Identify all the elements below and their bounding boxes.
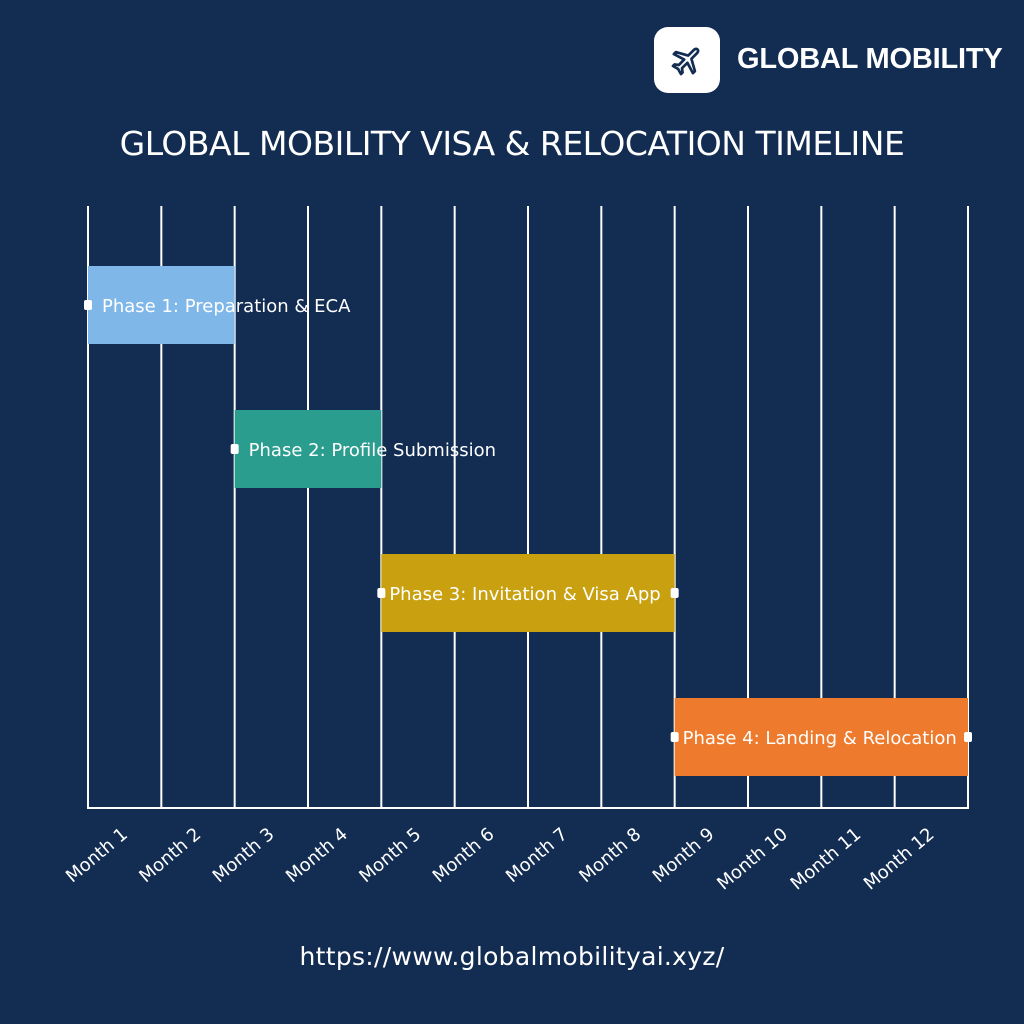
gantt-bar [234,410,382,488]
footer-url[interactable]: https://www.globalmobilityai.xyz/ [299,942,725,971]
bar-label: Phase 3: Invitation & Visa App [389,584,660,605]
x-tick-label: Month 8 [575,824,645,887]
x-tick-label: Month 9 [649,824,719,887]
bar-label: Phase 1: Preparation & ECA [102,296,351,317]
x-tick-label: Month 10 [713,824,792,895]
bar-label: Phase 2: Profile Submission [249,440,496,461]
bar-start-marker [670,732,679,742]
x-tick-label: Month 3 [209,824,279,887]
bar-start-marker [230,444,239,454]
x-tick-label: Month 12 [860,824,939,895]
bar-end-marker [670,588,679,598]
bar-start-marker [84,300,92,310]
gantt-bar [381,554,675,632]
bar-end-marker [964,732,972,742]
brand-logo [654,27,720,93]
x-tick-label: Month 5 [355,824,425,887]
x-tick-label: Month 1 [62,824,132,887]
bar-start-marker [377,588,386,598]
airplane-icon [671,47,700,76]
bar-label: Phase 4: Landing & Relocation [683,728,957,749]
x-tick-label: Month 7 [502,824,572,887]
gantt-bar [674,698,968,776]
brand-name: GLOBAL MOBILITY [737,43,1003,75]
gantt-bar [88,266,235,344]
x-tick-label: Month 6 [429,824,499,887]
x-tick-label: Month 2 [135,824,205,887]
chart-title: GLOBAL MOBILITY VISA & RELOCATION TIMELI… [119,124,905,163]
x-tick-label: Month 11 [787,824,866,895]
x-tick-label: Month 4 [282,824,352,887]
